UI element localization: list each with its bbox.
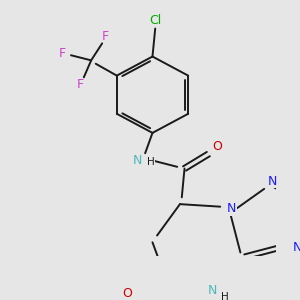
Text: N: N [268, 175, 277, 188]
Text: N: N [208, 284, 218, 297]
Text: F: F [76, 78, 84, 91]
Text: Cl: Cl [149, 14, 161, 27]
Text: N: N [226, 202, 236, 215]
Text: O: O [213, 140, 222, 153]
Text: F: F [101, 30, 109, 43]
Text: O: O [122, 287, 132, 300]
Text: H: H [221, 292, 229, 300]
Text: N: N [292, 241, 300, 254]
Text: F: F [58, 47, 65, 60]
Text: N: N [133, 154, 142, 166]
Text: H: H [147, 157, 154, 167]
